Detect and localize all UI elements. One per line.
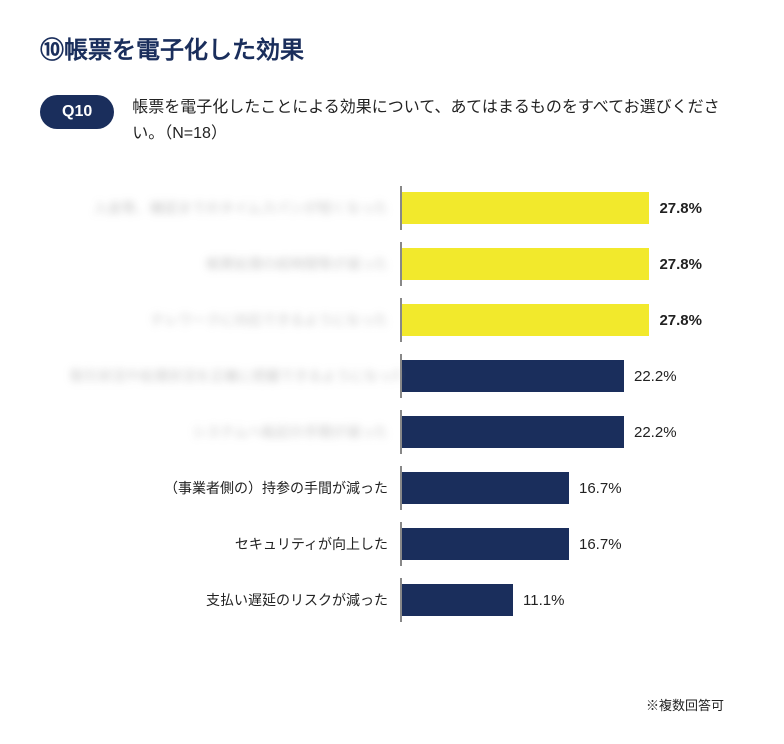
bar-label: 入金等、確認までのタイムスパンが短くなった	[70, 198, 400, 218]
bar-label: 帳票処理の総時間等が減った	[70, 254, 400, 274]
bar-value: 27.8%	[659, 200, 702, 217]
bar-value: 22.2%	[634, 424, 677, 441]
chart-row: システムへ転記の手間が減った 22.2%	[70, 410, 704, 454]
chart-row: セキュリティが向上した 16.7%	[70, 522, 704, 566]
chart-row: 取引状況や処理状況を正確に把握できるようになった 22.2%	[70, 354, 704, 398]
bar-value: 27.8%	[659, 256, 702, 273]
bar-label: セキュリティが向上した	[70, 534, 400, 554]
question-block: Q10 帳票を電子化したことによる効果について、あてはまるものをすべてお選びくだ…	[40, 95, 744, 146]
bar-label: 取引状況や処理状況を正確に把握できるようになった	[70, 366, 400, 386]
chart-row: （事業者側の）持参の手間が減った 16.7%	[70, 466, 704, 510]
bar	[402, 416, 624, 448]
question-text: 帳票を電子化したことによる効果について、あてはまるものをすべてお選びください。（…	[132, 95, 744, 146]
bar	[402, 360, 624, 392]
page-title: ⑩帳票を電子化した効果	[40, 30, 744, 65]
bar-wrap: 16.7%	[402, 528, 702, 560]
question-badge: Q10	[40, 95, 114, 129]
bar	[402, 248, 649, 280]
chart-row: 支払い遅延のリスクが減った 11.1%	[70, 578, 704, 622]
bar-value: 16.7%	[579, 536, 622, 553]
bar-wrap: 11.1%	[402, 584, 702, 616]
bar-wrap: 27.8%	[402, 304, 702, 336]
bar	[402, 304, 649, 336]
bar-label: テレワークに対応できるようになった	[70, 310, 400, 330]
chart-row: 帳票処理の総時間等が減った 27.8%	[70, 242, 704, 286]
chart-row: テレワークに対応できるようになった 27.8%	[70, 298, 704, 342]
bar-value: 27.8%	[659, 312, 702, 329]
bar-wrap: 27.8%	[402, 192, 702, 224]
bar	[402, 472, 569, 504]
bar-label: 支払い遅延のリスクが減った	[70, 590, 400, 610]
bar-value: 22.2%	[634, 368, 677, 385]
bar	[402, 192, 649, 224]
bar-wrap: 22.2%	[402, 360, 702, 392]
bar-wrap: 27.8%	[402, 248, 702, 280]
bar-chart: 入金等、確認までのタイムスパンが短くなった 27.8% 帳票処理の総時間等が減った 2…	[70, 186, 704, 622]
bar	[402, 584, 513, 616]
chart-row: 入金等、確認までのタイムスパンが短くなった 27.8%	[70, 186, 704, 230]
footnote: ※複数回答可	[646, 695, 724, 714]
bar-value: 11.1%	[523, 592, 564, 609]
bar	[402, 528, 569, 560]
bar-value: 16.7%	[579, 480, 622, 497]
bar-wrap: 16.7%	[402, 472, 702, 504]
bar-wrap: 22.2%	[402, 416, 702, 448]
bar-label: システムへ転記の手間が減った	[70, 422, 400, 442]
bar-label: （事業者側の）持参の手間が減った	[70, 478, 400, 498]
